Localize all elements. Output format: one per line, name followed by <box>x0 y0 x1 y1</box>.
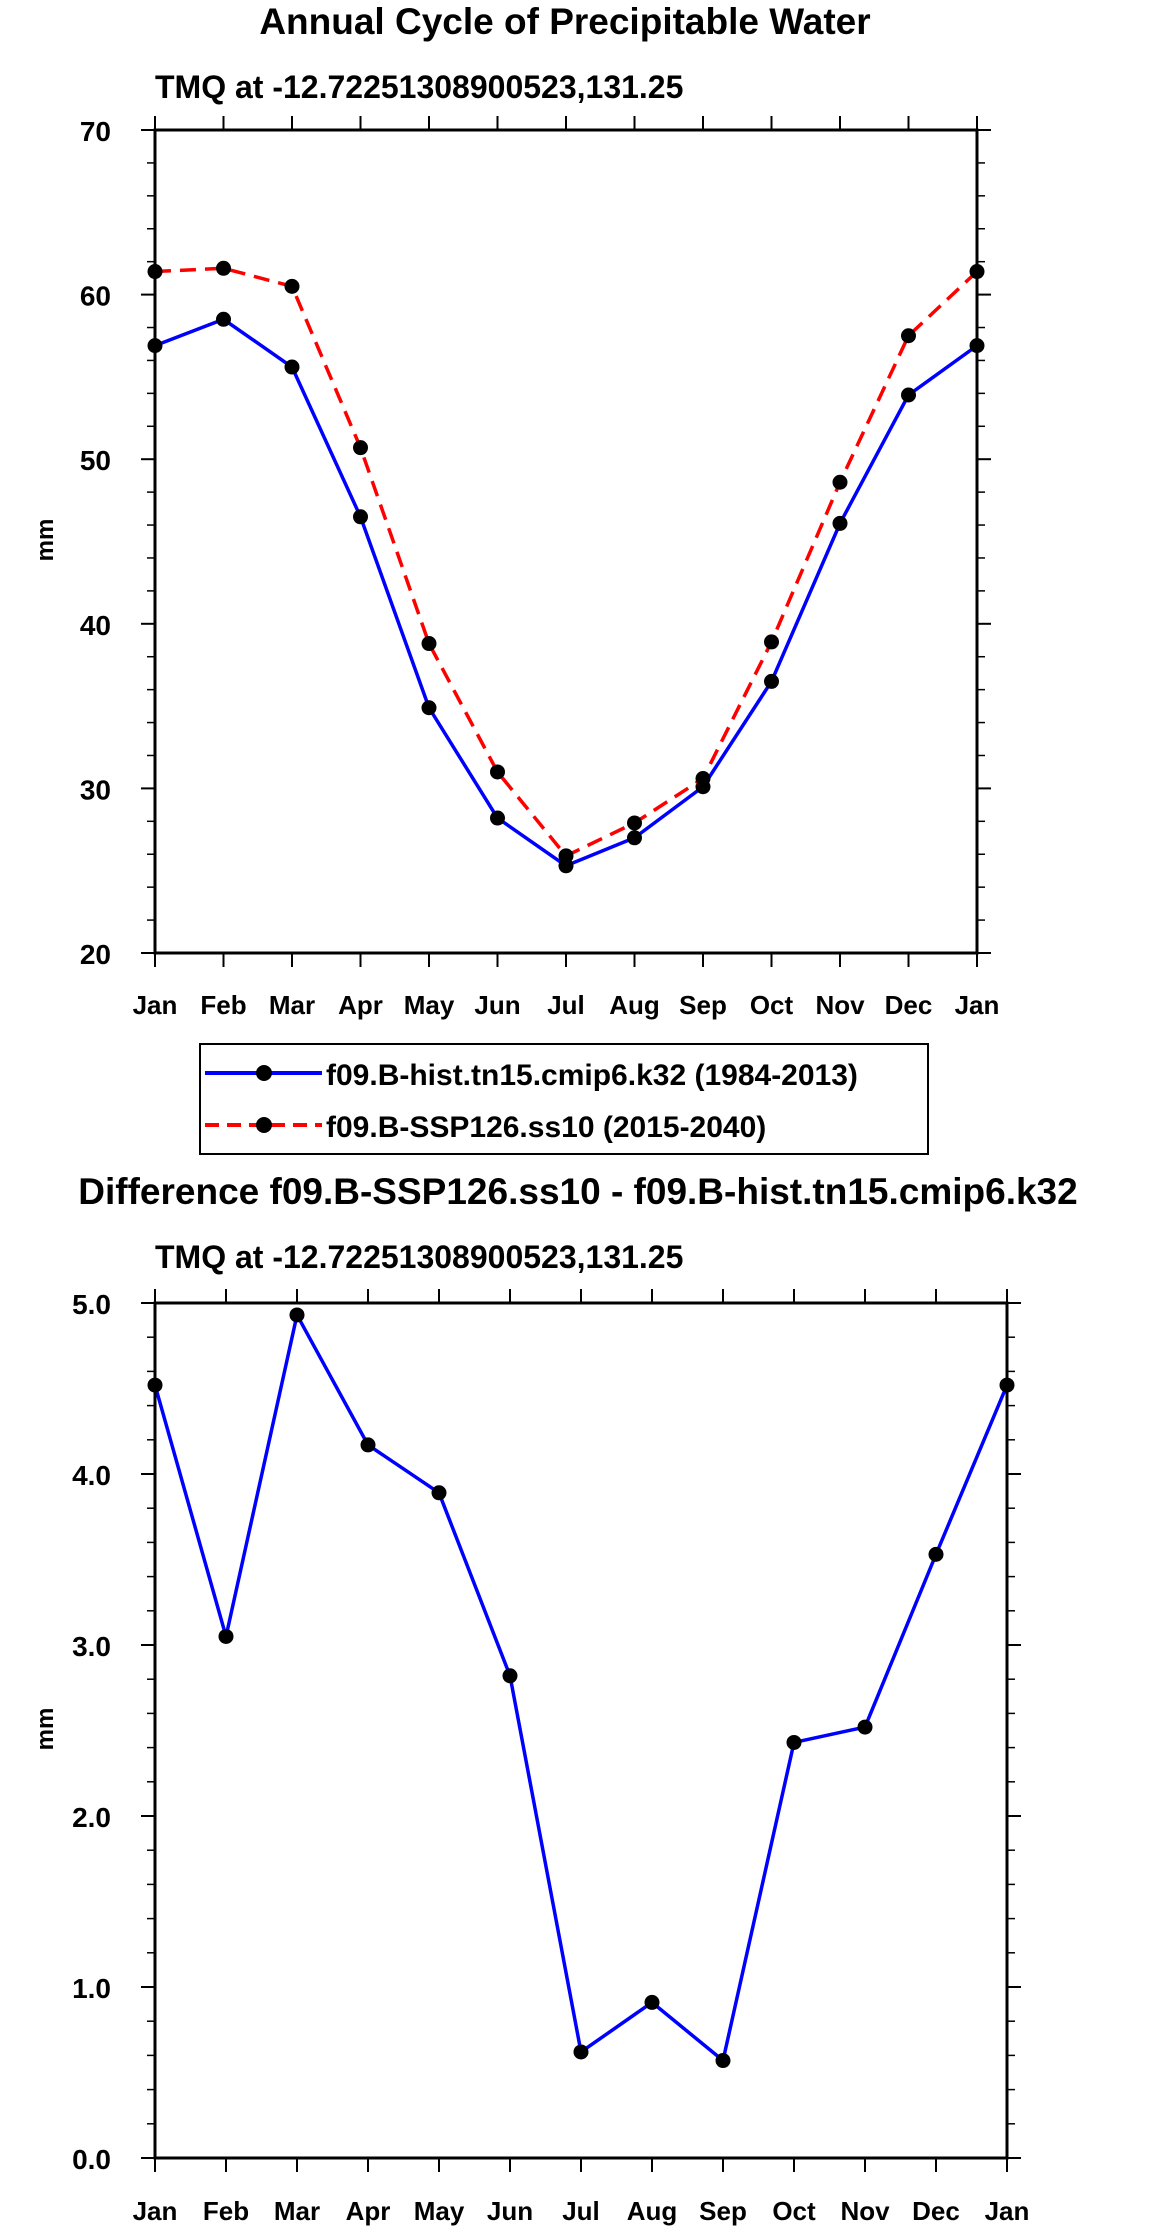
x-tick-label: Feb <box>200 990 246 1020</box>
data-point <box>901 387 916 403</box>
data-point <box>216 260 231 276</box>
x-tick-label: Aug <box>627 2196 678 2226</box>
chart-subtitle: TMQ at -12.72251308900523,131.25 <box>155 1239 683 1275</box>
data-point <box>216 311 231 327</box>
data-point <box>832 474 848 490</box>
y-tick-label: 5.0 <box>72 1289 111 1320</box>
y-tick-label: 40 <box>80 610 111 641</box>
data-point <box>490 810 505 826</box>
x-tick-label: Jan <box>955 990 1000 1020</box>
data-point <box>490 764 505 780</box>
data-point <box>764 634 779 650</box>
legend-label-ssp: f09.B-SSP126.ss10 (2015-2040) <box>326 1111 766 1144</box>
x-tick-label: Sep <box>679 990 727 1020</box>
data-point <box>715 2053 731 2069</box>
data-point <box>786 1734 802 1750</box>
data-point <box>431 1485 447 1501</box>
y-tick-label: 50 <box>80 445 111 476</box>
legend: f09.B-hist.tn15.cmip6.k32 (1984-2013) f0… <box>199 1043 929 1155</box>
legend-label-hist: f09.B-hist.tn15.cmip6.k32 (1984-2013) <box>326 1059 858 1092</box>
chart-annual-cycle: Annual Cycle of Precipitable Water TMQ a… <box>32 1 1000 1155</box>
chart-difference: Difference f09.B-SSP126.ss10 - f09.B-his… <box>32 1171 1078 2226</box>
x-tick-label: Jan <box>985 2196 1030 2226</box>
x-tick-label: May <box>404 990 455 1020</box>
x-tick-label: Jul <box>562 2196 600 2226</box>
legend-marker-hist <box>256 1065 272 1081</box>
y-axis-label: mm <box>32 519 59 562</box>
y-tick-label: 4.0 <box>72 1460 111 1491</box>
x-tick-label: Jun <box>487 2196 533 2226</box>
data-point <box>627 815 642 831</box>
data-point <box>360 1437 376 1453</box>
x-tick-label: Jul <box>547 990 585 1020</box>
data-point <box>928 1546 944 1562</box>
data-point <box>284 359 300 375</box>
x-tick-label: Aug <box>609 990 660 1020</box>
chart-subtitle: TMQ at -12.72251308900523,131.25 <box>155 69 683 105</box>
x-tick-label: Apr <box>346 2196 391 2226</box>
data-point <box>627 830 642 846</box>
x-tick-label: Apr <box>338 990 383 1020</box>
x-tick-label: Dec <box>912 2196 960 2226</box>
data-point <box>558 848 574 864</box>
y-tick-label: 60 <box>80 281 111 312</box>
y-tick-labels: 20 30 40 50 60 70 <box>80 116 111 970</box>
y-tick-label: 70 <box>80 116 111 147</box>
legend-marker-ssp <box>256 1117 272 1133</box>
plot-frame <box>153 1301 1009 2160</box>
x-tick-label: Jun <box>474 990 520 1020</box>
data-point <box>421 700 437 716</box>
data-point <box>353 440 368 456</box>
x-tick-label: Feb <box>203 2196 249 2226</box>
x-tick-label: Dec <box>885 990 933 1020</box>
data-point <box>284 278 300 294</box>
y-axis-label: mm <box>32 1708 59 1751</box>
legend-entry-hist: f09.B-hist.tn15.cmip6.k32 (1984-2013) <box>205 1059 858 1092</box>
chart-title: Difference f09.B-SSP126.ss10 - f09.B-his… <box>78 1171 1077 1212</box>
data-point <box>353 509 368 525</box>
data-point <box>832 515 848 531</box>
data-point <box>218 1628 234 1644</box>
series-group <box>147 1307 1015 2069</box>
series-group <box>147 260 985 874</box>
x-tick-label: Oct <box>750 990 794 1020</box>
y-tick-label: 0.0 <box>72 2144 111 2175</box>
data-point <box>764 673 779 689</box>
data-point <box>695 771 711 787</box>
data-point <box>644 1994 660 2010</box>
y-tick-label: 1.0 <box>72 1973 111 2004</box>
x-tick-labels: Jan Feb Mar Apr May Jun Jul Aug Sep Oct Nov Dec Jan <box>133 2196 1030 2226</box>
tick-marks <box>141 1289 1021 2172</box>
data-point <box>901 328 916 344</box>
tick-marks <box>141 116 991 967</box>
y-tick-label: 20 <box>80 939 111 970</box>
x-tick-label: Nov <box>815 990 865 1020</box>
series-line <box>154 317 979 868</box>
x-tick-label: Mar <box>274 2196 320 2226</box>
x-tick-label: Mar <box>269 990 315 1020</box>
y-tick-labels: 0.0 1.0 2.0 3.0 4.0 5.0 <box>72 1289 111 2175</box>
legend-entry-ssp: f09.B-SSP126.ss10 (2015-2040) <box>205 1111 766 1144</box>
plot-frame <box>153 128 979 955</box>
data-point <box>573 2044 589 2060</box>
data-point <box>421 636 437 652</box>
x-tick-label: Nov <box>840 2196 890 2226</box>
chart-title: Annual Cycle of Precipitable Water <box>259 1 870 42</box>
data-point <box>289 1307 305 1323</box>
x-tick-labels: Jan Feb Mar Apr May Jun Jul Aug Sep Oct Nov Dec Jan <box>133 990 1000 1020</box>
x-tick-label: Jan <box>133 990 178 1020</box>
y-tick-label: 3.0 <box>72 1631 111 1662</box>
y-tick-label: 30 <box>80 774 111 805</box>
y-tick-label: 2.0 <box>72 1802 111 1833</box>
series-line <box>153 1313 1009 2063</box>
x-tick-label: Jan <box>133 2196 178 2226</box>
data-point <box>857 1719 873 1735</box>
x-tick-label: Sep <box>699 2196 747 2226</box>
legend-box <box>199 1043 929 1155</box>
data-point <box>502 1668 518 1684</box>
x-tick-label: Oct <box>772 2196 816 2226</box>
x-tick-label: May <box>414 2196 465 2226</box>
